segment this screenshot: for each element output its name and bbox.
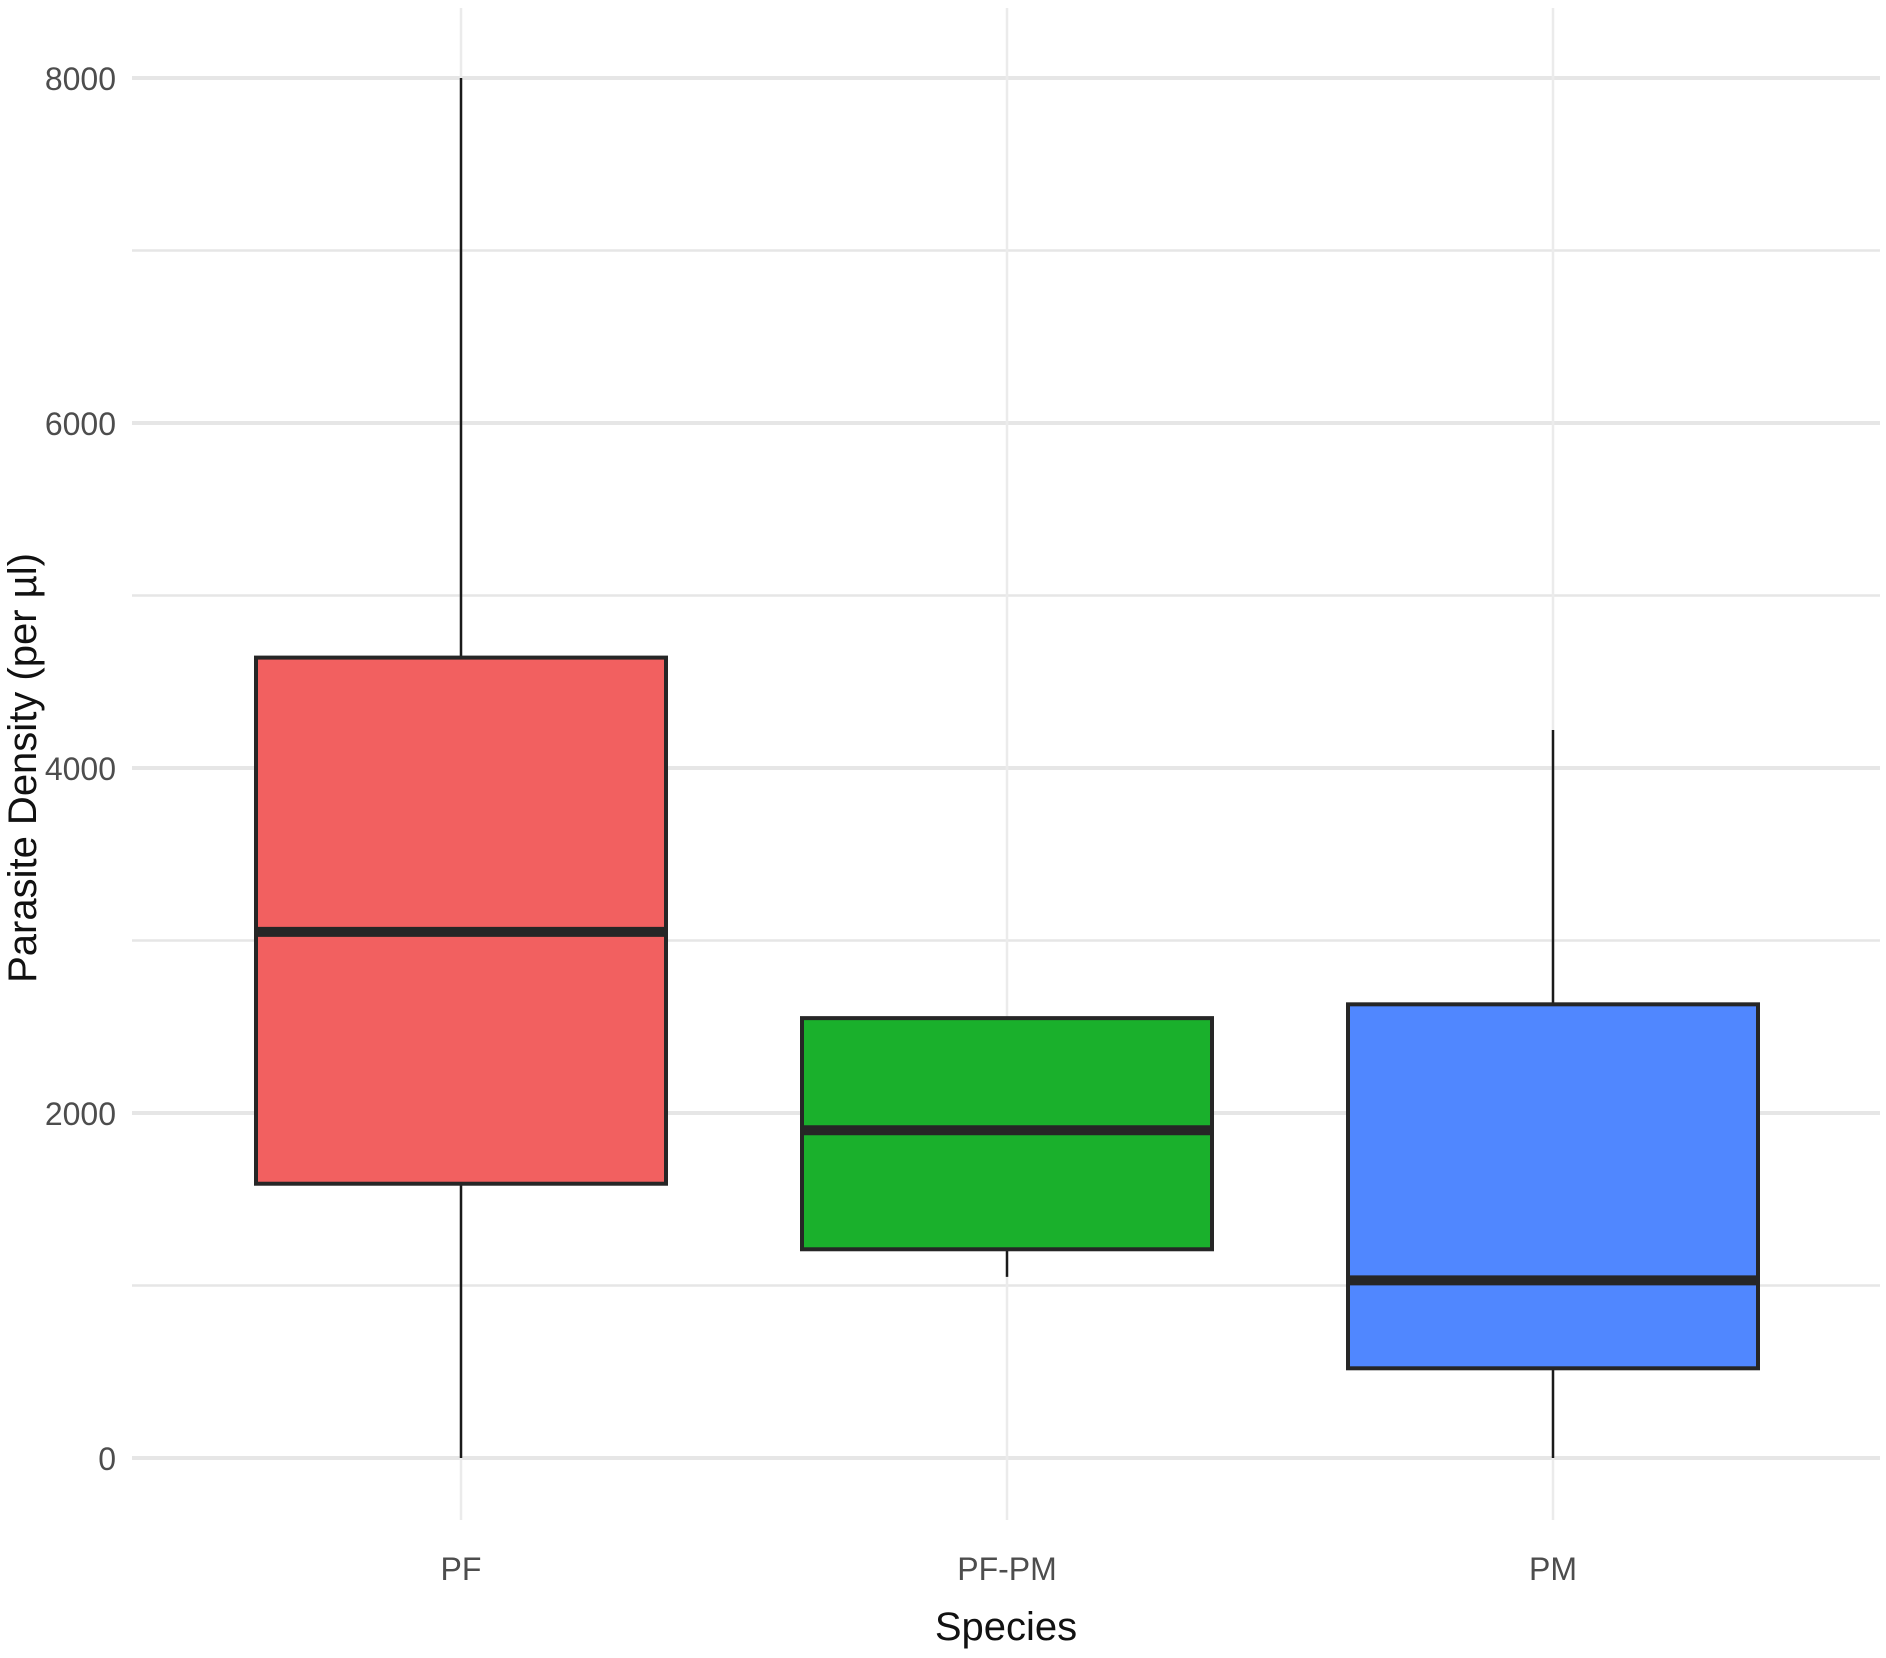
x-tick-label: PF-PM: [957, 1551, 1057, 1587]
y-tick-label: 4000: [45, 751, 116, 787]
iqr-box: [1346, 1002, 1760, 1371]
y-tick-label: 0: [98, 1441, 116, 1477]
box-pm: [1346, 730, 1760, 1458]
y-tick-label: 2000: [45, 1096, 116, 1132]
x-axis-ticks: PF PF-PM PM: [441, 1551, 1577, 1587]
y-axis-ticks: 0 2000 4000 6000 8000: [45, 61, 116, 1477]
y-tick-label: 6000: [45, 406, 116, 442]
x-tick-label: PM: [1529, 1551, 1577, 1587]
box-pf: [254, 78, 668, 1458]
iqr-box: [254, 655, 668, 1186]
y-axis-title: Parasite Density (per µl): [1, 553, 45, 983]
x-axis-title: Species: [935, 1605, 1077, 1649]
x-tick-label: PF: [441, 1551, 482, 1587]
box-pf-pm: [800, 1016, 1214, 1277]
box-layer: [254, 78, 1760, 1458]
y-tick-label: 8000: [45, 61, 116, 97]
